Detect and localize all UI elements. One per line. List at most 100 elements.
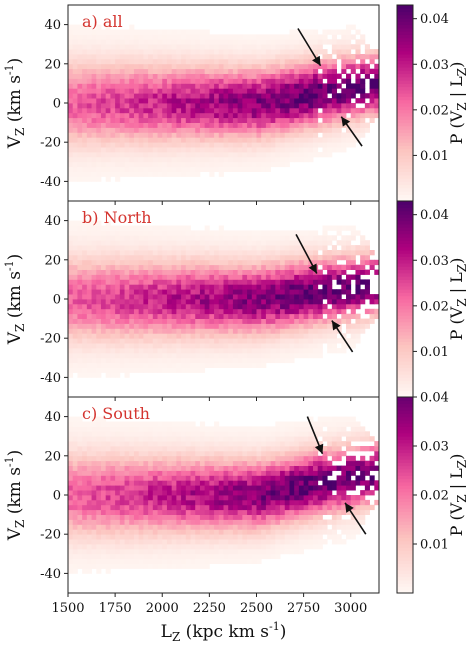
heatmap-cell xyxy=(129,308,135,315)
heatmap-cell xyxy=(110,294,116,300)
heatmap-cell xyxy=(157,289,163,295)
heatmap-cell xyxy=(115,509,121,515)
heatmap-cell xyxy=(247,132,253,138)
heatmap-cell xyxy=(96,127,102,133)
heatmap-cell xyxy=(190,514,196,520)
heatmap-cell xyxy=(209,470,215,476)
heatmap-cell xyxy=(265,534,272,540)
heatmap-cell xyxy=(119,264,125,270)
heatmap-cell xyxy=(223,323,229,329)
heatmap-cell xyxy=(124,475,130,481)
heatmap-cell xyxy=(190,563,196,569)
heatmap-cell xyxy=(72,495,78,501)
heatmap-cell xyxy=(133,338,140,344)
heatmap-cell xyxy=(289,117,295,123)
heatmap-cell xyxy=(223,93,229,99)
heatmap-cell xyxy=(72,44,78,50)
heatmap-cell xyxy=(157,524,163,530)
heatmap-cell xyxy=(148,519,154,525)
heatmap-cell xyxy=(119,44,125,50)
heatmap-cell xyxy=(77,509,83,515)
heatmap-cell xyxy=(96,539,102,545)
heatmap-cell xyxy=(68,313,74,319)
heatmap-cell xyxy=(110,362,116,368)
heatmap-cell xyxy=(166,323,173,329)
heatmap-cell xyxy=(303,308,309,315)
heatmap-cell xyxy=(294,235,300,241)
heatmap-cell xyxy=(199,475,206,481)
heatmap-cell xyxy=(237,426,243,432)
heatmap-cell xyxy=(181,142,187,148)
heatmap-cell xyxy=(133,514,140,520)
heatmap-cell xyxy=(317,137,323,143)
heatmap-cell xyxy=(181,529,187,535)
heatmap-cell xyxy=(129,426,135,432)
heatmap-cell xyxy=(110,460,116,466)
heatmap-cell xyxy=(77,93,83,99)
heatmap-cell xyxy=(284,499,290,506)
heatmap-cell xyxy=(228,348,234,354)
heatmap-cell xyxy=(119,485,125,491)
heatmap-cell xyxy=(157,485,163,491)
heatmap-cell xyxy=(171,436,177,442)
heatmap-cell xyxy=(242,490,248,496)
heatmap-cell xyxy=(265,480,272,486)
heatmap-cell xyxy=(72,544,78,550)
heatmap-cell xyxy=(204,103,210,109)
heatmap-cell xyxy=(82,470,88,476)
heatmap-cell xyxy=(275,460,281,466)
heatmap-cell xyxy=(82,534,88,540)
heatmap-cell xyxy=(68,352,74,359)
heatmap-cell xyxy=(327,250,333,256)
heatmap-cell xyxy=(91,299,97,305)
heatmap-cell xyxy=(143,269,149,275)
heatmap-cell xyxy=(322,259,328,266)
heatmap-cell xyxy=(176,107,182,114)
heatmap-cell xyxy=(96,58,102,65)
heatmap-cell xyxy=(105,308,111,315)
heatmap-cell xyxy=(152,250,158,256)
heatmap-cell xyxy=(346,318,352,324)
heatmap-cell xyxy=(171,225,177,231)
heatmap-cell xyxy=(110,142,116,148)
heatmap-cell xyxy=(143,117,149,123)
heatmap-cell xyxy=(162,323,168,329)
heatmap-cell xyxy=(228,524,234,530)
heatmap-cell xyxy=(336,117,342,123)
heatmap-cell xyxy=(313,299,319,305)
heatmap-cell xyxy=(166,83,173,89)
heatmap-cell xyxy=(143,68,149,74)
heatmap-cell xyxy=(119,553,125,560)
heatmap-cell xyxy=(124,426,130,432)
heatmap-cell xyxy=(275,294,281,300)
heatmap-cell xyxy=(275,431,281,437)
heatmap-cell xyxy=(171,465,177,471)
heatmap-cell xyxy=(209,34,215,40)
heatmap-cell xyxy=(284,303,290,310)
heatmap-cell xyxy=(72,127,78,133)
heatmap-cell xyxy=(176,103,182,109)
heatmap-cell xyxy=(115,137,121,143)
heatmap-cell xyxy=(223,333,229,339)
heatmap-cell xyxy=(181,367,187,373)
heatmap-cell xyxy=(86,240,92,246)
heatmap-cell xyxy=(138,465,144,471)
heatmap-cell xyxy=(280,426,286,432)
heatmap-cell xyxy=(72,112,78,119)
heatmap-cell xyxy=(228,446,234,452)
heatmap-cell xyxy=(228,362,234,368)
heatmap-cell xyxy=(86,426,92,432)
heatmap-cell xyxy=(237,58,243,65)
heatmap-cell xyxy=(204,156,210,163)
heatmap-cell xyxy=(228,460,234,466)
heatmap-cell xyxy=(223,504,229,511)
heatmap-cell xyxy=(143,558,149,564)
heatmap-cell xyxy=(152,29,158,35)
heatmap-cell xyxy=(82,362,88,368)
heatmap-cell xyxy=(251,333,257,339)
heatmap-cell xyxy=(360,264,366,270)
heatmap-cell xyxy=(251,441,257,447)
heatmap-cell xyxy=(68,465,74,471)
heatmap-cell xyxy=(275,245,281,251)
